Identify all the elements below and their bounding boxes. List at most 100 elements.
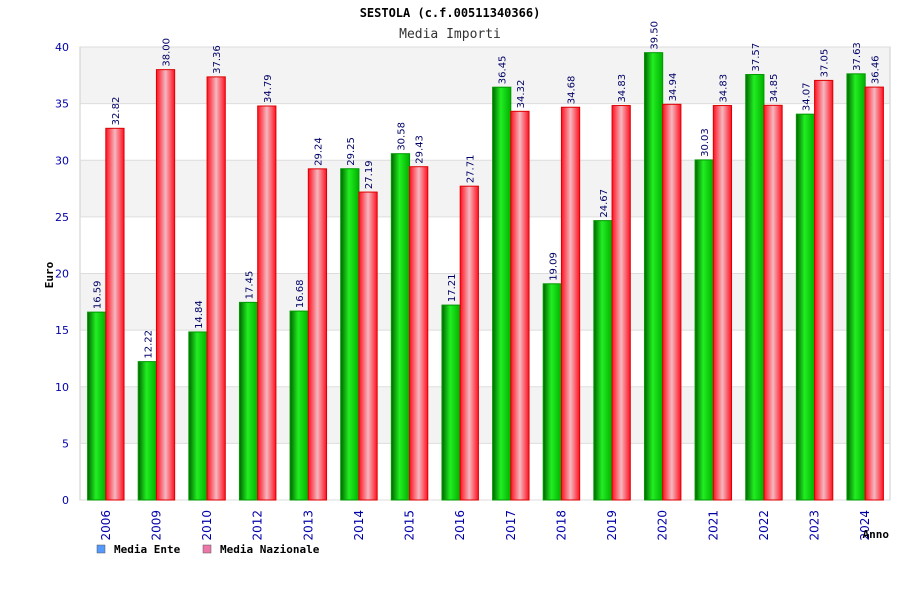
x-tick-label: 2020 (656, 510, 670, 541)
y-tick-label: 20 (55, 268, 69, 281)
legend-label: Media Ente (114, 543, 181, 556)
bar-media-ente (87, 311, 107, 501)
bars (87, 52, 884, 501)
data-label-media-ente: 16.59 (93, 280, 104, 309)
bar-media-ente (643, 52, 664, 501)
data-label-media-ente: 16.68 (295, 279, 306, 308)
x-tick-label: 2021 (706, 510, 720, 541)
x-tick-label: 2006 (99, 510, 113, 541)
data-label-media-nazionale: 34.68 (567, 76, 578, 105)
bar-media-ente (390, 153, 411, 501)
bar-media-ente (340, 168, 360, 501)
bar-media-ente (846, 73, 866, 501)
bar-media-nazionale (409, 166, 429, 501)
data-label-media-ente: 30.58 (396, 122, 407, 151)
y-tick-label: 0 (62, 494, 69, 507)
bar-media-nazionale (105, 127, 125, 501)
bar-media-nazionale (358, 191, 378, 501)
y-tick-label: 30 (55, 154, 69, 167)
bar-media-nazionale (864, 86, 884, 501)
x-tick-label: 2012 (251, 510, 265, 541)
bar-media-nazionale (155, 69, 176, 501)
x-tick-label: 2017 (504, 510, 518, 541)
bar-media-nazionale (712, 105, 733, 501)
x-tick-label: 2018 (554, 510, 568, 541)
y-tick-label: 5 (62, 437, 69, 450)
bar-media-nazionale (307, 168, 328, 501)
x-tick-label: 2019 (605, 510, 619, 541)
data-label-media-ente: 30.03 (700, 128, 711, 157)
bar-media-nazionale (611, 105, 631, 501)
data-label-media-nazionale: 29.24 (313, 137, 324, 166)
y-tick-label: 40 (55, 41, 69, 54)
data-label-media-ente: 29.25 (346, 137, 357, 166)
bar-media-nazionale (662, 103, 682, 501)
bar-media-ente (188, 331, 208, 501)
bar-media-nazionale (257, 105, 277, 501)
chart-title: SESTOLA (c.f.00511340366) (360, 6, 541, 20)
data-label-media-ente: 34.07 (801, 83, 812, 112)
y-axis-ticks: 0 5 10 15 20 25 30 35 40 (55, 41, 69, 507)
bar-media-ente (441, 304, 461, 501)
data-label-media-ente: 17.45 (245, 271, 256, 300)
data-label-media-nazionale: 36.46 (870, 55, 881, 84)
data-label-media-nazionale: 27.71 (465, 155, 476, 184)
x-tick-label: 2010 (200, 510, 214, 541)
bar-media-ente (593, 220, 613, 501)
legend-swatch (202, 544, 212, 554)
data-label-media-nazionale: 38.00 (162, 38, 173, 67)
bar-media-ente (542, 283, 562, 501)
legend-swatch (96, 544, 106, 554)
data-label-media-nazionale: 37.36 (212, 45, 223, 74)
data-label-media-ente: 14.84 (194, 300, 205, 329)
data-label-media-nazionale: 34.83 (617, 74, 628, 103)
bar-media-ente (492, 86, 512, 501)
data-label-media-nazionale: 37.05 (820, 49, 831, 78)
bar-media-nazionale (560, 106, 581, 501)
bar-media-ente (238, 301, 259, 501)
bar-media-nazionale (206, 76, 226, 501)
data-label-media-nazionale: 34.94 (668, 73, 679, 102)
data-label-media-ente: 12.22 (143, 330, 154, 359)
x-axis-ticks: 2006 2009 2010 2012 2013 2014 2015 2016 2017 2018… (99, 510, 872, 541)
bar-media-ente (795, 113, 816, 501)
y-tick-label: 35 (55, 98, 69, 111)
x-tick-label: 2022 (757, 510, 771, 541)
bar-media-ente (289, 310, 309, 501)
legend: Media Ente Media Nazionale (96, 543, 320, 556)
x-tick-label: 2014 (352, 510, 366, 541)
x-tick-label: 2013 (301, 510, 315, 541)
y-axis-label: Euro (43, 261, 56, 288)
data-label-media-nazionale: 32.82 (111, 97, 122, 126)
data-label-media-nazionale: 34.32 (516, 80, 527, 109)
y-tick-label: 10 (55, 381, 69, 394)
data-label-media-ente: 37.63 (852, 42, 863, 71)
data-label-media-nazionale: 29.43 (415, 135, 426, 164)
data-label-media-nazionale: 34.83 (718, 74, 729, 103)
x-axis-label: Anno (863, 528, 890, 541)
data-labels: 16.59 32.82 12.22 38.00 14.84 37.36 17.45 34.79… (93, 21, 882, 359)
data-label-media-nazionale: 27.19 (364, 160, 375, 189)
y-tick-label: 25 (55, 211, 69, 224)
bar-media-ente (694, 159, 714, 501)
bar-media-nazionale (763, 104, 783, 501)
bar-media-ente (745, 74, 765, 501)
bar-media-nazionale (459, 185, 479, 501)
x-tick-label: 2023 (808, 510, 822, 541)
data-label-media-ente: 39.50 (650, 21, 661, 50)
data-label-media-ente: 37.57 (751, 43, 762, 72)
legend-label: Media Nazionale (220, 543, 320, 556)
data-label-media-ente: 36.45 (498, 56, 509, 85)
data-label-media-nazionale: 34.85 (769, 74, 780, 103)
x-tick-label: 2024 (858, 510, 872, 541)
bar-media-nazionale (814, 79, 834, 501)
data-label-media-ente: 19.09 (548, 252, 559, 281)
data-label-media-nazionale: 34.79 (263, 74, 274, 103)
x-tick-label: 2016 (453, 510, 467, 541)
chart-subtitle: Media Importi (399, 27, 501, 42)
data-label-media-ente: 17.21 (447, 273, 458, 302)
x-tick-label: 2015 (403, 510, 417, 541)
y-tick-label: 15 (55, 324, 69, 337)
